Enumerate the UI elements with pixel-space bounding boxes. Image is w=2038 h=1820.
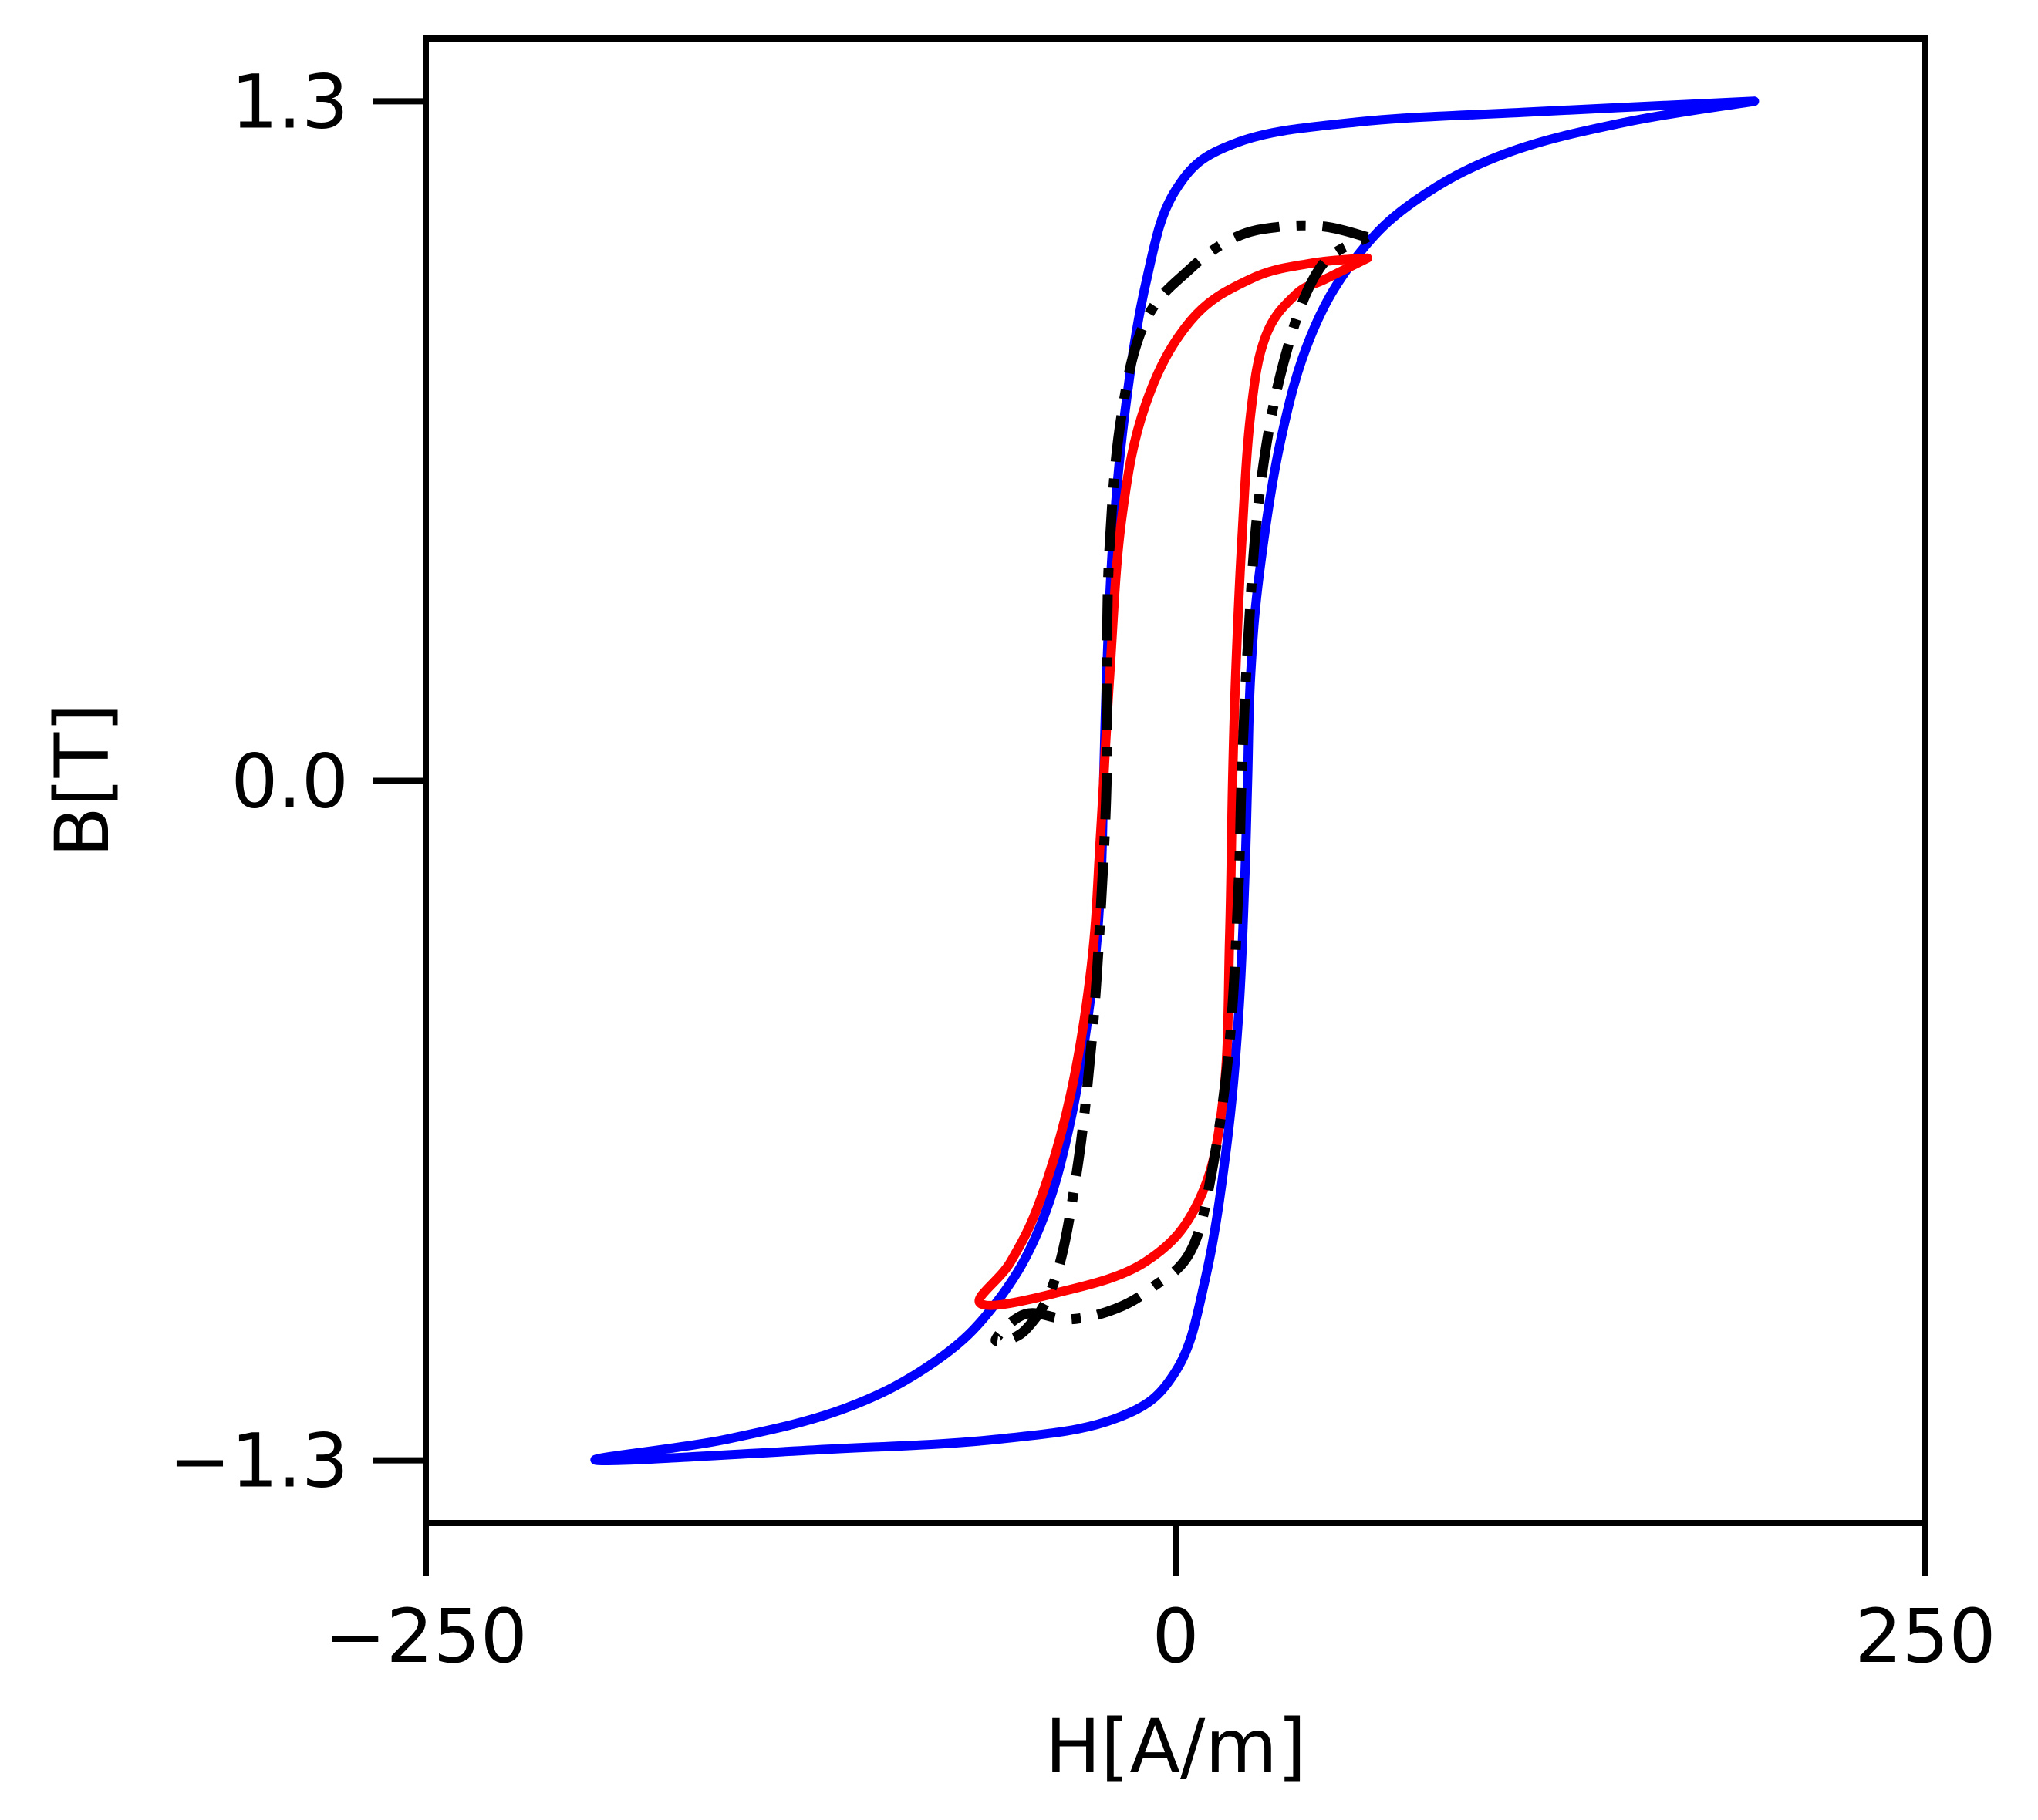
x-tick-label: −250 <box>324 1593 528 1680</box>
black-dashdot-loop <box>990 220 1371 1346</box>
x-axis-label: H[A/m] <box>1045 1704 1307 1790</box>
curves-layer <box>590 96 1760 1466</box>
y-tick-label: 0.0 <box>231 739 349 825</box>
x-tick-label: 0 <box>1152 1593 1199 1680</box>
red-minor-loop <box>974 253 1372 1310</box>
y-axis-label: B[T] <box>39 703 126 857</box>
x-tick-label: 250 <box>1854 1593 1996 1680</box>
blue-major-loop <box>590 96 1760 1466</box>
y-tick-label: 1.3 <box>231 59 349 145</box>
ticks-layer: −250 0 250 −1.3 0.0 1.3 <box>169 59 1996 1680</box>
plot-frame <box>423 35 1928 1526</box>
y-tick-label: −1.3 <box>169 1418 349 1505</box>
